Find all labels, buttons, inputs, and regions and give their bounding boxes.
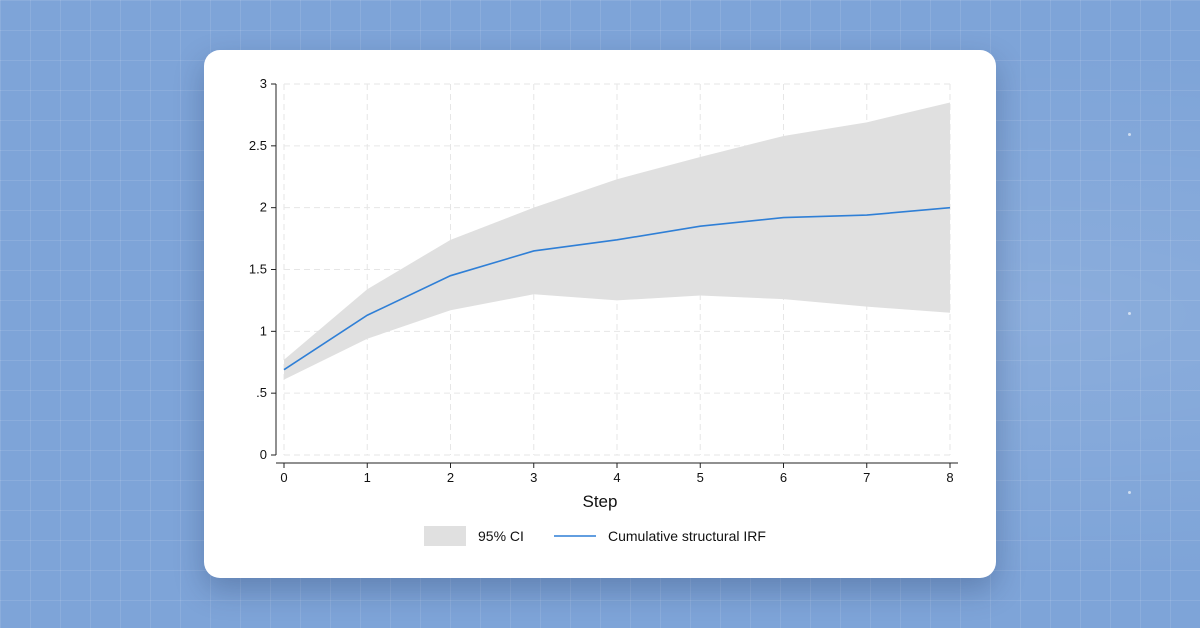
x-tick-label: 8 bbox=[946, 470, 953, 485]
y-tick-label: 0 bbox=[260, 447, 267, 462]
background-sparkle bbox=[1128, 312, 1131, 315]
irf-chart: 0 1 2 3 4 5 6 7 8 0 .5 1 1.5 2 2.5 3 Step 95% CI Cumul… bbox=[249, 76, 958, 546]
ci-band bbox=[284, 102, 950, 380]
x-axis-title: Step bbox=[583, 492, 618, 511]
legend: 95% CI Cumulative structural IRF bbox=[424, 526, 766, 546]
y-tick-label: 1 bbox=[260, 323, 267, 338]
y-tick-label: 1.5 bbox=[249, 262, 267, 277]
x-tick-label: 6 bbox=[780, 470, 787, 485]
x-tick-label: 3 bbox=[530, 470, 537, 485]
x-tick-label: 5 bbox=[697, 470, 704, 485]
y-tick-label: 3 bbox=[260, 76, 267, 91]
x-tick-label: 7 bbox=[863, 470, 870, 485]
irf-line bbox=[283, 206, 951, 371]
x-tick-label: 0 bbox=[280, 470, 287, 485]
legend-label-ci: 95% CI bbox=[478, 528, 524, 544]
x-tick-label: 2 bbox=[447, 470, 454, 485]
background-sparkle bbox=[1128, 133, 1131, 136]
y-tick-label: .5 bbox=[256, 385, 267, 400]
ci-band-layer bbox=[284, 102, 950, 380]
x-tick-label: 4 bbox=[613, 470, 620, 485]
x-tick-labels: 0 1 2 3 4 5 6 7 8 bbox=[280, 463, 954, 485]
legend-swatch-ci bbox=[424, 526, 466, 546]
y-tick-label: 2 bbox=[260, 200, 267, 215]
chart-card: 0 1 2 3 4 5 6 7 8 0 .5 1 1.5 2 2.5 3 Step 95% CI Cumul… bbox=[204, 50, 996, 578]
x-tick-label: 1 bbox=[364, 470, 371, 485]
legend-label-irf: Cumulative structural IRF bbox=[608, 528, 766, 544]
y-tick-labels: 0 .5 1 1.5 2 2.5 3 bbox=[249, 76, 276, 462]
y-tick-label: 2.5 bbox=[249, 138, 267, 153]
background-sparkle bbox=[1128, 491, 1131, 494]
irf-line-layer bbox=[283, 206, 951, 371]
